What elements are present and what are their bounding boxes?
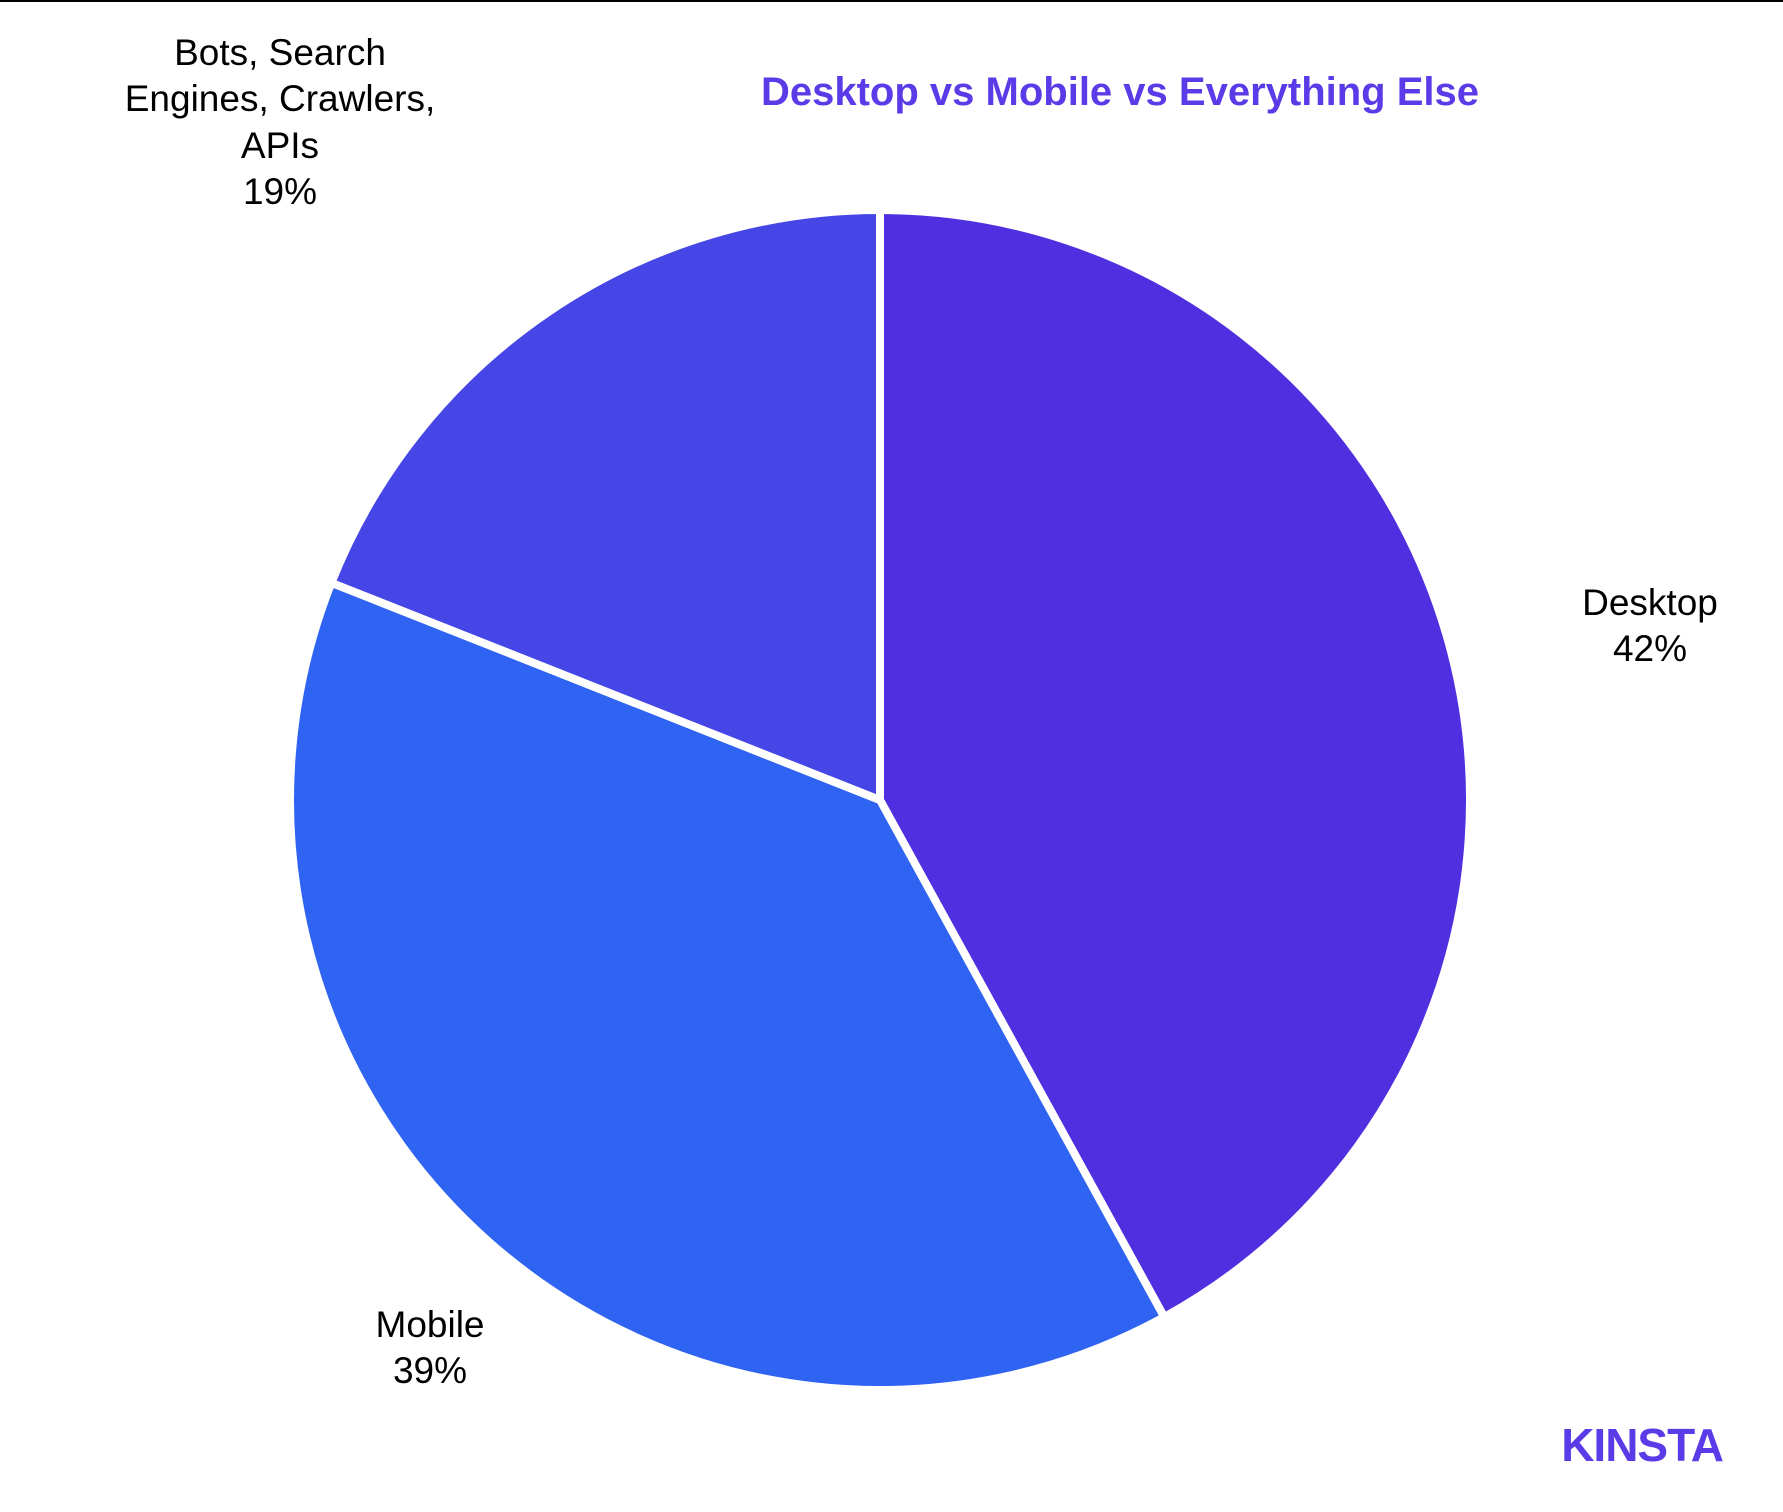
slice-label-bots: Bots, Search Engines, Crawlers, APIs19% [110, 30, 450, 215]
brand-logo: KINSTA [1561, 1418, 1723, 1472]
slice-label-mobile: Mobile39% [330, 1302, 530, 1395]
slice-label-name: Desktop [1550, 580, 1750, 626]
slice-label-name: Mobile [330, 1302, 530, 1348]
top-rule [0, 0, 1783, 2]
slice-label-name: Bots, Search Engines, Crawlers, APIs [110, 30, 450, 169]
chart-title: Desktop vs Mobile vs Everything Else [710, 70, 1530, 115]
slice-label-percent: 39% [330, 1348, 530, 1394]
pie-chart [270, 190, 1490, 1410]
slice-label-desktop: Desktop42% [1550, 580, 1750, 673]
slice-label-percent: 19% [110, 169, 450, 215]
slice-label-percent: 42% [1550, 626, 1750, 672]
